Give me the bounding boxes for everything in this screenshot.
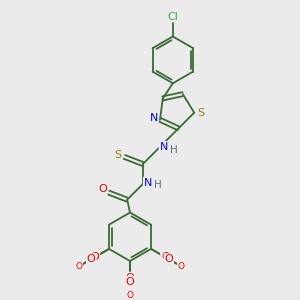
Text: H: H: [169, 145, 177, 155]
Text: O: O: [161, 252, 170, 262]
Text: S: S: [114, 151, 121, 160]
Text: S: S: [197, 108, 204, 118]
Text: N: N: [160, 142, 168, 152]
Text: Cl: Cl: [167, 11, 178, 22]
Text: O: O: [90, 252, 99, 262]
Text: O: O: [87, 254, 96, 264]
Text: O: O: [178, 262, 185, 271]
Text: N: N: [149, 113, 158, 123]
Text: O: O: [127, 291, 134, 300]
Text: H: H: [154, 180, 162, 190]
Text: N: N: [144, 178, 152, 188]
Text: O: O: [126, 273, 134, 283]
Text: O: O: [98, 184, 107, 194]
Text: O: O: [75, 262, 82, 271]
Text: O: O: [126, 277, 134, 286]
Text: O: O: [164, 254, 173, 264]
